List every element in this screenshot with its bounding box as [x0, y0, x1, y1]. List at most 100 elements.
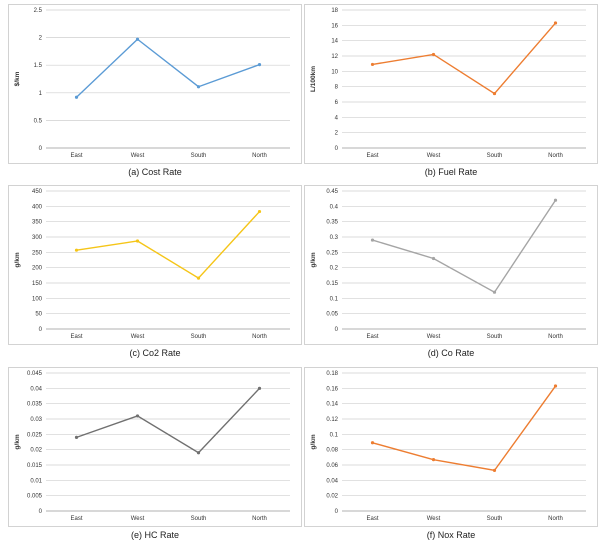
y-tick-label: 350: [32, 220, 43, 226]
x-tick-label: East: [366, 153, 378, 159]
chart-frame: [304, 367, 598, 527]
y-tick-label: 0.14: [326, 402, 338, 408]
y-tick-label: 1.5: [34, 63, 43, 69]
y-tick-label: 0: [335, 509, 339, 515]
data-point: [196, 85, 201, 89]
y-tick-label: 400: [32, 204, 43, 210]
data-point: [431, 256, 436, 261]
y-tick-label: 0: [335, 146, 339, 152]
x-tick-label: North: [548, 516, 563, 522]
y-tick-label: 0.005: [27, 494, 43, 500]
data-point: [492, 91, 497, 96]
x-tick-label: West: [427, 516, 441, 522]
y-tick-label: 0.05: [326, 312, 338, 318]
data-point: [196, 276, 201, 280]
y-tick-label: 0.03: [30, 417, 42, 423]
data-point: [257, 386, 262, 390]
data-point: [370, 238, 375, 242]
x-tick-label: South: [487, 153, 503, 159]
chart-frame: [8, 4, 302, 164]
y-tick-label: 0: [39, 146, 43, 152]
data-point: [553, 384, 558, 388]
y-tick-label: 0.1: [330, 296, 339, 302]
y-tick-label: 0.18: [326, 371, 338, 377]
chart-co2-rate: 0 50 100 150 200 250 300 350 400 450 g/km East West S…: [8, 185, 302, 345]
y-tick-label: 8: [335, 85, 339, 91]
series-line: [372, 199, 557, 294]
x-tick-label: North: [252, 516, 267, 522]
y-tick-label: 0.15: [326, 281, 338, 287]
x-tick-label: South: [191, 516, 207, 522]
y-axis-label: g/km: [310, 252, 317, 267]
y-axis-label: g/km: [14, 434, 21, 449]
chart-panel-hc-rate: 0 0.005 0.01 0.015 0.02 0.025 0.03 0.035 0.04 0.0…: [8, 367, 302, 546]
y-tick-label: 50: [35, 312, 42, 318]
y-tick-label: 0.5: [34, 118, 43, 124]
x-tick-label: South: [191, 153, 207, 159]
chart-panel-co2-rate: 0 50 100 150 200 250 300 350 400 450 g/km East West S…: [8, 185, 302, 364]
y-tick-label: 1: [39, 91, 43, 97]
y-tick-label: 0.2: [330, 266, 339, 272]
y-tick-label: 250: [32, 250, 43, 256]
y-tick-label: 0.01: [30, 478, 42, 484]
y-tick-label: 0.02: [30, 448, 42, 454]
data-point: [553, 21, 558, 25]
y-tick-label: 16: [331, 23, 338, 29]
y-tick-label: 0: [335, 327, 339, 333]
caption-nox-rate: (f) Nox Rate: [426, 530, 476, 540]
x-tick-label: East: [366, 334, 378, 340]
x-tick-label: West: [427, 153, 441, 159]
series-line: [372, 22, 557, 95]
y-tick-label: 150: [32, 281, 43, 287]
x-tick-label: North: [252, 334, 267, 340]
y-tick-label: 0.045: [27, 371, 43, 377]
y-tick-label: 0.12: [326, 417, 338, 423]
chart-co-rate: 0 0.05 0.1 0.15 0.2 0.25 0.3 0.35 0.4 0.45 g/km Eas…: [304, 185, 598, 345]
caption-cost-rate: (a) Cost Rate: [128, 167, 182, 177]
y-tick-label: 0.16: [326, 386, 338, 392]
y-tick-label: 12: [331, 54, 338, 60]
data-point: [74, 435, 79, 439]
x-tick-label: North: [252, 153, 267, 159]
data-point: [257, 63, 262, 67]
data-point: [370, 441, 375, 445]
x-tick-label: East: [366, 516, 378, 522]
chart-frame: [8, 367, 302, 527]
x-tick-label: North: [548, 153, 563, 159]
data-point: [135, 414, 140, 418]
y-tick-label: 100: [32, 296, 43, 302]
y-axis-label: g/km: [310, 434, 317, 449]
y-axis-label: L/100km: [310, 66, 317, 92]
chart-cost-rate: 0 0.5 1 1.5 2 2.5 $/km East West South North: [8, 4, 302, 164]
caption-fuel-rate: (b) Fuel Rate: [424, 167, 478, 177]
chart-frame: [304, 185, 598, 345]
y-tick-label: 0.45: [326, 189, 338, 195]
data-point: [257, 209, 262, 214]
y-tick-label: 0.02: [326, 494, 338, 500]
chart-panel-fuel-rate: 0 2 4 6 8 10 12 14 16 18 L/100km East West South North…: [304, 4, 598, 183]
data-point: [492, 468, 497, 472]
y-tick-label: 2.5: [34, 8, 43, 14]
data-point: [74, 95, 79, 99]
y-tick-label: 0.35: [326, 220, 338, 226]
y-tick-label: 18: [331, 8, 338, 14]
y-tick-label: 0.08: [326, 448, 338, 454]
y-tick-label: 10: [331, 69, 338, 75]
y-tick-label: 0.035: [27, 402, 43, 408]
caption-hc-rate: (e) HC Rate: [130, 530, 179, 540]
y-axis-label: g/km: [14, 252, 21, 267]
data-point: [196, 451, 201, 455]
y-tick-label: 200: [32, 266, 43, 272]
chart-hc-rate: 0 0.005 0.01 0.015 0.02 0.025 0.03 0.035 0.04 0.0…: [8, 367, 302, 527]
chart-nox-rate: 0 0.02 0.04 0.06 0.08 0.1 0.12 0.14 0.16 0.18 g/km…: [304, 367, 598, 527]
y-tick-label: 300: [32, 235, 43, 241]
x-tick-label: West: [131, 516, 145, 522]
data-point: [553, 198, 558, 202]
chart-fuel-rate: 0 2 4 6 8 10 12 14 16 18 L/100km East West South North: [304, 4, 598, 164]
data-point: [492, 290, 497, 294]
chart-panel-nox-rate: 0 0.02 0.04 0.06 0.08 0.1 0.12 0.14 0.16 0.18 g/km…: [304, 367, 598, 546]
data-point: [135, 239, 140, 243]
y-tick-label: 0.3: [330, 235, 339, 241]
x-tick-label: South: [191, 334, 207, 340]
series-line: [76, 211, 261, 279]
